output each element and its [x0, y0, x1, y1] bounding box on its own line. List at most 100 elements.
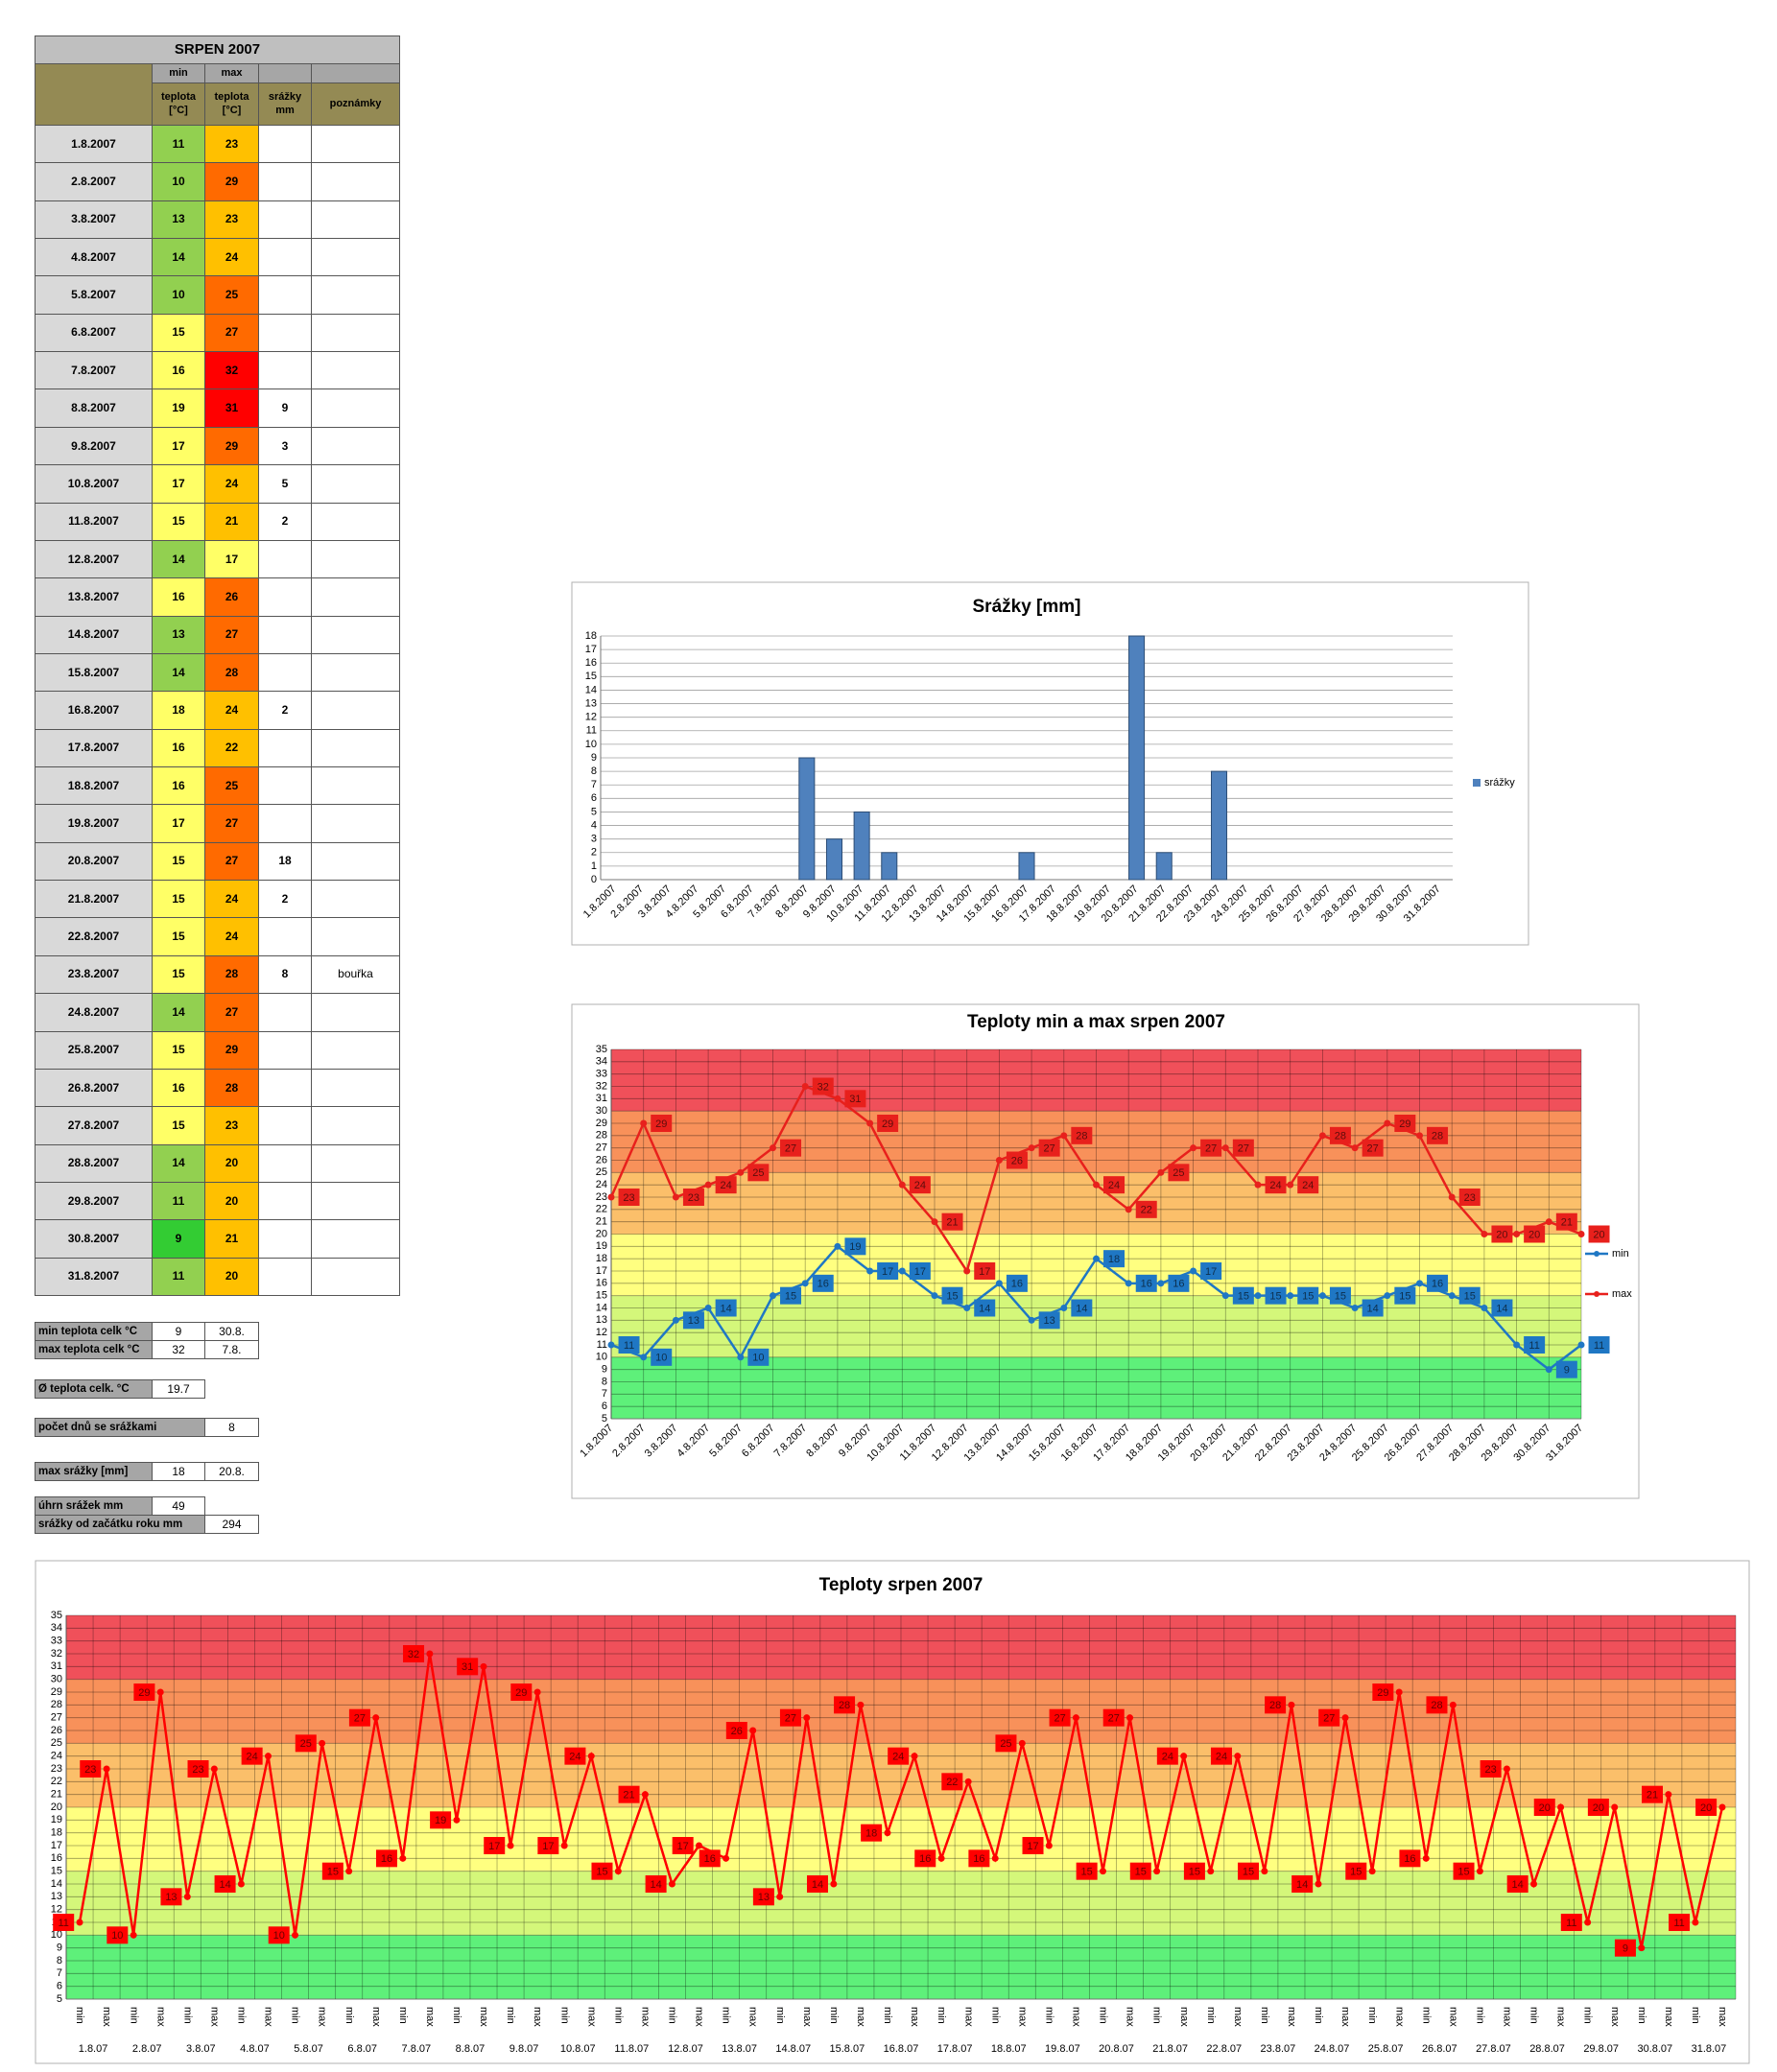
marker [1448, 1292, 1456, 1300]
x-tick-label: min [1690, 2007, 1701, 2024]
value-cell: 9 [258, 388, 312, 428]
x-tick-label: max [1232, 2007, 1244, 2027]
marker [1180, 1753, 1188, 1760]
marker [1125, 1206, 1132, 1213]
marker [1476, 1868, 1483, 1875]
x-tick-label: max [532, 2007, 543, 2027]
marker [480, 1662, 487, 1670]
marker [898, 1267, 906, 1275]
data-label: 25 [1173, 1167, 1184, 1179]
data-label-box [780, 1139, 802, 1157]
summary-label: max teplota celk °C [35, 1340, 153, 1359]
data-label-box [747, 1348, 770, 1366]
band [66, 1615, 1736, 1680]
data-label: 24 [247, 1752, 258, 1763]
date-cell: 6.8.2007 [35, 313, 153, 353]
header-cell: poznámky [311, 82, 400, 126]
value-cell: 11 [152, 1181, 205, 1221]
x-tick-label: max [1555, 2007, 1567, 2027]
y-tick-label: 18 [596, 1253, 607, 1264]
y-tick-label: 17 [585, 644, 597, 655]
data-label: 17 [1027, 1841, 1038, 1852]
value-cell [311, 464, 400, 504]
data-label-box [1103, 1176, 1125, 1194]
y-tick-label: 31 [51, 1660, 62, 1672]
marker [1125, 1280, 1132, 1287]
y-tick-label: 35 [596, 1044, 607, 1055]
data-label: 28 [1432, 1131, 1443, 1142]
data-label-box [1232, 1286, 1254, 1305]
x-tick-label: min [1582, 2007, 1594, 2024]
value-cell: 29 [204, 426, 259, 466]
value-cell: 25 [204, 275, 259, 315]
data-label-box [618, 1336, 640, 1354]
data-label-box [861, 1824, 883, 1842]
data-label: 27 [1205, 1143, 1217, 1155]
x-tick-label: max [370, 2007, 382, 2027]
data-label-box [877, 1115, 899, 1132]
marker [749, 1727, 757, 1734]
y-tick-label: 27 [51, 1712, 62, 1724]
data-label: 11 [1528, 1340, 1539, 1352]
value-cell: 14 [152, 652, 205, 693]
data-label: 24 [1162, 1752, 1173, 1763]
x-tick-label: min [1313, 2007, 1324, 2024]
marker [1045, 1842, 1053, 1849]
marker [1577, 1341, 1585, 1349]
x-tick-label: min [451, 2007, 462, 2024]
marker [1577, 1231, 1585, 1237]
value-cell [311, 313, 400, 353]
data-label-box [1038, 1311, 1060, 1330]
marker [964, 1778, 972, 1785]
group-label: 25.8.07 [1368, 2043, 1404, 2055]
marker [1099, 1868, 1106, 1875]
x-tick-label: max [1717, 2007, 1728, 2027]
marker [640, 1119, 648, 1127]
data-label-box [1265, 1286, 1287, 1305]
y-tick-label: 18 [585, 630, 597, 642]
value-cell: 28 [204, 1068, 259, 1108]
marker [830, 1880, 838, 1888]
marker [857, 1701, 865, 1708]
data-label: 29 [1377, 1687, 1388, 1699]
value-cell: 18 [258, 841, 312, 882]
data-label: 31 [462, 1661, 473, 1673]
y-tick-label: 13 [596, 1314, 607, 1326]
data-label-box [645, 1875, 667, 1893]
bar [1210, 770, 1228, 881]
header-top [311, 63, 400, 83]
y-tick-label: 15 [51, 1866, 62, 1877]
marker [1351, 1305, 1359, 1311]
marker [801, 1083, 809, 1090]
data-label: 25 [752, 1167, 764, 1179]
marker [776, 1893, 784, 1900]
y-tick-label: 27 [596, 1142, 607, 1154]
marker [911, 1753, 918, 1760]
group-label: 18.8.07 [991, 2043, 1027, 2055]
y-tick-label: 10 [585, 739, 597, 750]
x-tick-label: min [1098, 2007, 1109, 2024]
data-label: 29 [1399, 1118, 1410, 1130]
y-tick-label: 8 [57, 1955, 62, 1966]
data-label-box [484, 1837, 506, 1854]
data-label-box [909, 1262, 931, 1280]
marker [426, 1650, 434, 1658]
marker [1384, 1292, 1391, 1300]
group-label: 5.8.07 [294, 2043, 323, 2055]
date-cell: 4.8.2007 [35, 238, 153, 277]
chart-title: Teploty min a max srpen 2007 [967, 1012, 1225, 1032]
data-label-box [699, 1849, 721, 1868]
marker [834, 1242, 841, 1250]
data-label: 13 [165, 1892, 177, 1903]
data-label-box [1491, 1299, 1513, 1317]
value-cell [258, 539, 312, 579]
marker [963, 1305, 971, 1311]
data-label: 15 [1302, 1291, 1314, 1303]
marker [1584, 1919, 1592, 1926]
y-tick-label: 20 [51, 1801, 62, 1813]
data-label: 21 [1647, 1790, 1658, 1801]
data-label-box [1506, 1875, 1528, 1893]
header-cell [35, 63, 153, 126]
x-tick-label: min [1259, 2007, 1270, 2024]
